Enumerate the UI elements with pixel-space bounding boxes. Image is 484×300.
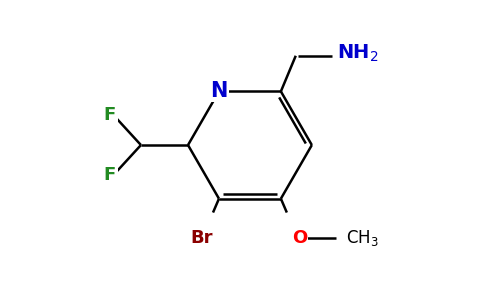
Text: O: O [292, 229, 307, 247]
Text: N: N [210, 81, 227, 101]
Text: F: F [104, 106, 116, 124]
Text: F: F [104, 166, 116, 184]
Text: NH$_2$: NH$_2$ [337, 43, 378, 64]
Text: CH$_3$: CH$_3$ [346, 228, 378, 248]
Text: Br: Br [190, 229, 213, 247]
